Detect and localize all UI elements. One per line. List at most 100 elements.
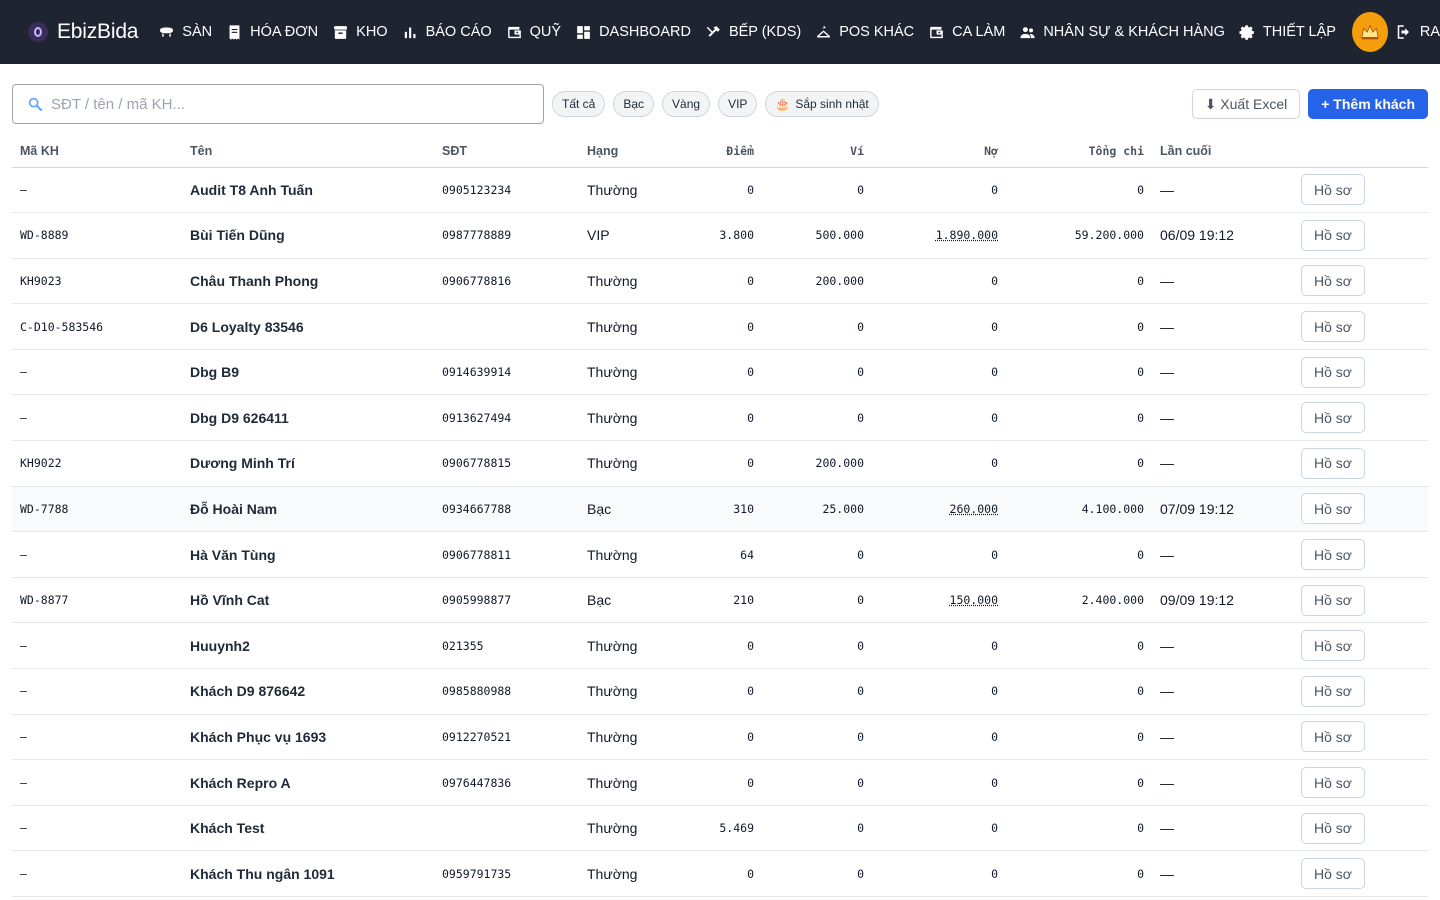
table-row[interactable]: C-D10-583546 D6 Loyalty 83546 Thường 0 0 0 0— H… — [12, 303, 1428, 350]
table-row[interactable]: — Khách Test Thường 5.469 0 0 0— Hồ sơ — [12, 805, 1428, 852]
col-header-tier[interactable]: Hạng — [579, 136, 674, 168]
filter-chip-0[interactable]: Tất cả — [552, 91, 606, 117]
cell-tier: Thường — [579, 714, 674, 761]
cell-debt: 0 — [872, 714, 1006, 761]
nav-item-0[interactable]: SÀN — [158, 24, 212, 41]
cell-code: WD-8889 — [12, 212, 182, 259]
cell-points: 0 — [674, 850, 762, 897]
col-header-points[interactable]: Điểm — [674, 136, 762, 168]
cell-actions: Hồ sơ — [1293, 622, 1428, 670]
table-row[interactable]: KH9023 Châu Thanh Phong 0906778816 Thường 0 2… — [12, 258, 1428, 305]
cell-actions: Hồ sơ — [1293, 714, 1428, 761]
top-nav: EbizBida SÀN HÓA ĐƠN KHO BÁO CÁO QUỸ DASHBOAR… — [0, 0, 1440, 64]
col-header-debt[interactable]: Nợ — [872, 136, 1006, 168]
table-row[interactable]: — Khách D9 876642 0985880988 Thường 0 0 0 0— Hồ … — [12, 668, 1428, 715]
col-header-total[interactable]: Tổng chi — [1006, 136, 1152, 168]
logout-button[interactable]: RA — [1394, 23, 1440, 41]
table-row[interactable]: WD-7788 Đỗ Hoài Nam 0934667788 Bạc 310 25.000… — [12, 486, 1428, 533]
nav-item-5[interactable]: DASHBOARD — [575, 24, 691, 41]
cell-name: Dương Minh Trí — [182, 440, 434, 487]
cell-phone: 0905123234 — [434, 167, 579, 214]
profile-button[interactable]: Hồ sơ — [1301, 219, 1365, 251]
nav-item-6[interactable]: BẾP (KDS) — [705, 24, 801, 41]
brand-logo-icon — [28, 22, 48, 42]
profile-button[interactable]: Hồ sơ — [1301, 675, 1365, 707]
logout-icon — [1397, 25, 1409, 39]
profile-button[interactable]: Hồ sơ — [1301, 584, 1365, 616]
profile-button[interactable]: Hồ sơ — [1301, 858, 1365, 890]
cell-last: — — [1152, 759, 1293, 806]
table-row[interactable]: — Khách Repro A 0976447836 Thường 0 0 0 0— Hồ sơ — [12, 759, 1428, 806]
cell-last: — — [1152, 622, 1293, 670]
nav-item-2[interactable]: KHO — [332, 24, 388, 41]
profile-button[interactable]: Hồ sơ — [1301, 265, 1365, 297]
cell-name: Khách D9 876642 — [182, 668, 434, 715]
cell-wallet: 0 — [762, 759, 872, 806]
col-header-last[interactable]: Lần cuối — [1152, 136, 1293, 168]
nav-item-9[interactable]: NHÂN SỰ & KHÁCH HÀNG — [1019, 24, 1225, 41]
col-header-wallet[interactable]: Ví — [762, 136, 872, 168]
profile-button[interactable]: Hồ sơ — [1301, 174, 1365, 206]
cell-name: Châu Thanh Phong — [182, 258, 434, 305]
cell-wallet: 500.000 — [762, 212, 872, 259]
table-row[interactable]: WD-8877 Hồ Vĩnh Cat 0905998877 Bạc 210 0 150.0… — [12, 577, 1428, 624]
table-row[interactable]: — Dbg D9 626411 0913627494 Thường 0 0 0 0— Hồ sơ — [12, 394, 1428, 442]
add-customer-button[interactable]: + Thêm khách — [1308, 89, 1428, 119]
col-header-phone[interactable]: SĐT — [434, 136, 579, 168]
table-row[interactable]: — Dbg B9 0914639914 Thường 0 0 0 0— Hồ sơ — [12, 349, 1428, 396]
profile-button[interactable]: Hồ sơ — [1301, 402, 1365, 434]
nav-item-7[interactable]: POS KHÁC — [815, 24, 914, 41]
filter-chip-1[interactable]: Bạc — [613, 91, 655, 117]
profile-button[interactable]: Hồ sơ — [1301, 493, 1365, 525]
nav-item-10[interactable]: THIẾT LẬP — [1239, 24, 1336, 41]
filter-chip-2[interactable]: Vàng — [662, 91, 711, 117]
search-input[interactable] — [51, 95, 491, 113]
cell-total: 0 — [1006, 805, 1152, 852]
profile-button[interactable]: Hồ sơ — [1301, 812, 1365, 844]
debt-value[interactable]: 1.890.000 — [935, 228, 998, 243]
col-header-actions — [1293, 136, 1428, 168]
cell-total: 2.400.000 — [1006, 577, 1152, 624]
cell-name: Đỗ Hoài Nam — [182, 486, 434, 533]
cell-points: 3.800 — [674, 212, 762, 259]
nav-item-1[interactable]: HÓA ĐƠN — [226, 24, 318, 41]
table-row[interactable]: — Hà Văn Tùng 0906778811 Thường 64 0 0 0— Hồ sơ — [12, 531, 1428, 578]
table-row[interactable]: — Audit T8 Anh Tuấn 0905123234 Thường 0 0 0 0— H… — [12, 167, 1428, 214]
col-header-name[interactable]: Tên — [182, 136, 434, 168]
filter-chip-birthday[interactable]: 🎂 Sắp sinh nhật — [765, 91, 879, 117]
table-row[interactable]: — Khách Thu ngân 1091 0959791735 Thường 0 0 0 0… — [12, 850, 1428, 897]
nav-item-4[interactable]: QUỸ — [506, 24, 561, 41]
table-row[interactable]: WD-8889 Bùi Tiến Dũng 0987778889 VIP 3.800 50… — [12, 212, 1428, 259]
profile-button[interactable]: Hồ sơ — [1301, 630, 1365, 662]
profile-button[interactable]: Hồ sơ — [1301, 311, 1365, 343]
profile-button[interactable]: Hồ sơ — [1301, 539, 1365, 571]
nav-item-8[interactable]: CA LÀM — [928, 24, 1005, 41]
cell-name: Khách Phục vụ 1693 — [182, 714, 434, 761]
profile-button[interactable]: Hồ sơ — [1301, 767, 1365, 799]
cell-wallet: 25.000 — [762, 486, 872, 533]
table-row[interactable]: KH9022 Dương Minh Trí 0906778815 Thường 0 200… — [12, 440, 1428, 487]
filter-chip-3[interactable]: VIP — [718, 91, 758, 117]
profile-button[interactable]: Hồ sơ — [1301, 447, 1365, 479]
col-header-code[interactable]: Mã KH — [12, 136, 182, 168]
search-box[interactable] — [12, 84, 544, 124]
cell-points: 0 — [674, 349, 762, 396]
cell-actions: Hồ sơ — [1293, 212, 1428, 259]
cell-tier: Thường — [579, 850, 674, 897]
cell-code: — — [12, 805, 182, 852]
avatar[interactable] — [1351, 12, 1388, 52]
export-excel-button[interactable]: ⬇ Xuất Excel — [1191, 89, 1301, 119]
table-row[interactable]: — Khách Phục vụ 1693 0912270521 Thường 0 0 0 0—… — [12, 714, 1428, 761]
cell-actions: Hồ sơ — [1293, 668, 1428, 715]
nav-item-3[interactable]: BÁO CÁO — [402, 24, 492, 41]
cell-code: KH9023 — [12, 258, 182, 305]
cell-phone: 0906778811 — [434, 531, 579, 578]
brand[interactable]: EbizBida — [28, 20, 138, 44]
profile-button[interactable]: Hồ sơ — [1301, 721, 1365, 753]
debt-value[interactable]: 150.000 — [949, 593, 998, 608]
brand-name: EbizBida — [57, 20, 139, 43]
profile-button[interactable]: Hồ sơ — [1301, 356, 1365, 388]
table-row[interactable]: — Huuynh2 021355 Thường 0 0 0 0— Hồ sơ — [12, 622, 1428, 670]
debt-value[interactable]: 260.000 — [949, 501, 998, 516]
cell-code: — — [12, 167, 182, 214]
